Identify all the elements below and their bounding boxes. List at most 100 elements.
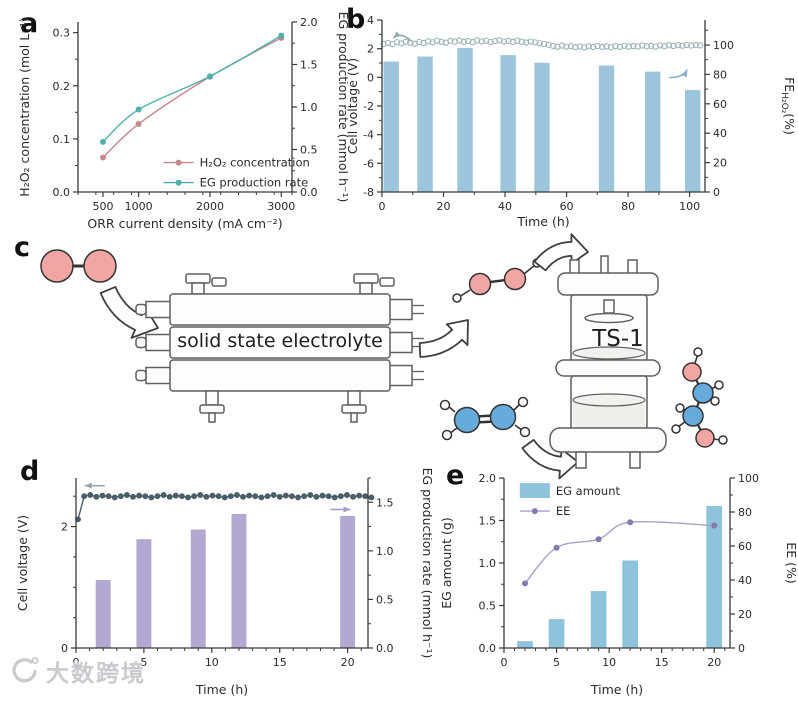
scatter-point — [203, 493, 210, 500]
scatter-point — [93, 493, 100, 500]
scatter-point — [325, 493, 332, 500]
oxygen-molecule-atom — [40, 249, 74, 283]
scatter-point — [549, 42, 557, 50]
scatter-point — [136, 492, 143, 499]
data-point — [553, 544, 560, 551]
scatter-point — [540, 40, 548, 48]
hydrogen-atom — [710, 396, 720, 406]
scatter-point — [505, 37, 512, 45]
scatter-point — [594, 42, 601, 50]
scatter-point — [523, 39, 530, 46]
panel-c-diagram — [0, 232, 798, 484]
scatter-point — [154, 493, 161, 500]
svg-text:0.3: 0.3 — [53, 27, 71, 40]
scatter-point — [191, 493, 198, 500]
hydrogen-atom — [718, 435, 728, 445]
y-axis-right: 0 20 40 60 80 100 EE (%) — [730, 472, 796, 655]
svg-text:0.1: 0.1 — [53, 133, 71, 146]
svg-text:2.0: 2.0 — [479, 472, 497, 485]
scatter-point — [688, 42, 695, 49]
svg-text:20: 20 — [738, 608, 752, 621]
svg-text:0: 0 — [713, 186, 720, 199]
svg-text:40: 40 — [738, 574, 752, 587]
y-axis-label-right: EG production rate (mmol h⁻¹) — [336, 12, 348, 203]
scatter-point — [123, 492, 130, 498]
scatter-point — [337, 493, 344, 500]
scatter-point — [356, 492, 363, 499]
svg-text:100: 100 — [713, 39, 734, 52]
x-axis-label: ORR current density (mA cm⁻²) — [87, 216, 282, 231]
scatter-point — [648, 42, 655, 50]
svg-text:1.5: 1.5 — [479, 515, 497, 528]
scatter-point — [295, 494, 302, 501]
line-series — [99, 34, 285, 161]
scatter-point — [402, 38, 409, 45]
svg-text:0.0: 0.0 — [53, 186, 71, 199]
y-axis-label-right: FEH₂O₂(%) — [779, 77, 794, 135]
scatter-point — [178, 493, 185, 500]
scatter-point — [99, 492, 106, 499]
scatter-point — [616, 43, 624, 50]
scatter-point — [692, 41, 699, 49]
svg-text:100: 100 — [679, 200, 700, 213]
scatter-point — [572, 44, 579, 51]
data-point — [595, 536, 602, 543]
svg-text:2: 2 — [61, 521, 68, 534]
svg-text:20: 20 — [341, 656, 355, 669]
svg-text:0.5: 0.5 — [376, 593, 394, 606]
y-axis-label-right: EE (%) — [784, 542, 796, 583]
y-axis-left: 4 2 0 -2 -4 -6 -8 Cell voltage (V) — [345, 14, 382, 199]
scatter-point — [563, 43, 570, 50]
svg-text:5: 5 — [553, 656, 560, 669]
panel-label-c: c — [14, 232, 31, 263]
hydrogen-atom — [519, 426, 531, 438]
svg-text:10: 10 — [602, 656, 616, 669]
scatter-point — [639, 42, 646, 49]
svg-text:0.0: 0.0 — [300, 186, 318, 199]
svg-text:15: 15 — [273, 656, 287, 669]
x-axis: 0 20 40 60 80 100 — [379, 192, 700, 213]
bar-series — [95, 513, 356, 648]
data-point — [278, 32, 285, 39]
bar — [685, 89, 701, 192]
x-axis-label: Time (h) — [516, 214, 569, 229]
scatter-point — [252, 493, 259, 500]
scatter-point — [621, 42, 628, 49]
bar — [231, 513, 247, 648]
svg-text:0.0: 0.0 — [479, 642, 497, 655]
watermark: 大数跨境 — [6, 654, 146, 688]
x-axis-label: Time (h) — [590, 682, 643, 697]
svg-text:0.5: 0.5 — [479, 600, 497, 613]
scatter-point — [518, 38, 525, 45]
y-axis-right: 0 20 40 60 80 100 FEH₂O₂(%) — [705, 29, 794, 199]
scatter-point — [581, 44, 588, 51]
bar — [190, 529, 206, 648]
data-point — [522, 580, 529, 587]
scatter-point — [416, 38, 423, 46]
svg-text:40: 40 — [498, 200, 512, 213]
svg-text:0: 0 — [61, 642, 68, 655]
axes — [503, 478, 731, 649]
data-point — [627, 519, 634, 526]
scatter-point — [585, 43, 592, 50]
arrow-annotation — [392, 31, 412, 42]
eg-carbon-atom — [692, 382, 714, 404]
scatter-point — [215, 493, 222, 500]
scatter-point — [380, 40, 387, 47]
svg-text:20: 20 — [707, 656, 721, 669]
scatter-point — [111, 494, 118, 501]
bar — [417, 56, 433, 192]
hydrogen-atom — [675, 403, 685, 413]
chart-a: 500 1000 2000 3000 ORR current density (mA c… — [17, 12, 348, 231]
bar — [548, 619, 565, 648]
legend-label: H₂O₂ concentration — [200, 156, 310, 170]
scatter-point — [362, 493, 369, 500]
svg-text:5: 5 — [140, 656, 147, 669]
scatter-point — [679, 42, 686, 49]
hydrogen-atom — [452, 293, 462, 303]
scatter-point — [368, 494, 375, 501]
eg-oxygen-atom — [682, 362, 702, 382]
scatter-point — [160, 492, 167, 498]
scatter-point — [258, 494, 265, 501]
